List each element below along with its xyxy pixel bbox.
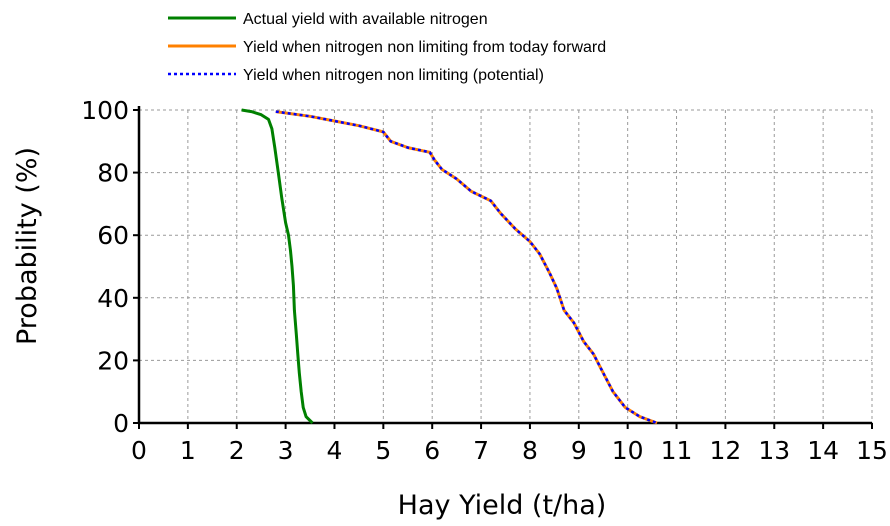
grid-lines	[139, 109, 873, 423]
x-tick-label-7: 7	[473, 436, 489, 465]
series-line-0	[241, 108, 314, 425]
x-tick-label-9: 9	[571, 436, 587, 465]
x-tick-label-14: 14	[807, 436, 839, 465]
x-tick-label-8: 8	[522, 436, 538, 465]
x-tick-label-0: 0	[131, 436, 147, 465]
x-tick-label-4: 4	[327, 436, 343, 465]
x-tick-label-3: 3	[278, 436, 294, 465]
series-line-1	[275, 110, 658, 425]
legend-label-0: Actual yield with available nitrogen	[243, 11, 488, 28]
x-tick-label-2: 2	[229, 436, 245, 465]
x-tick-label-11: 11	[661, 436, 693, 465]
y-tick-labels: 0 20 40 60 80 100	[81, 96, 129, 438]
x-tick-label-10: 10	[612, 436, 644, 465]
x-tick-label-1: 1	[180, 436, 196, 465]
axes	[133, 106, 873, 429]
x-tick-label-12: 12	[709, 436, 741, 465]
x-tick-label-15: 15	[856, 436, 888, 465]
x-tick-label-13: 13	[758, 436, 790, 465]
y-axis-title: Probability (%)	[12, 147, 43, 345]
legend-label-1: Yield when nitrogen non limiting from to…	[243, 39, 606, 56]
y-tick-label-0: 0	[113, 409, 129, 438]
series-line-2	[275, 110, 658, 425]
x-tick-label-6: 6	[424, 436, 440, 465]
x-axis-title: Hay Yield (t/ha)	[398, 490, 607, 521]
legend: Actual yield with available nitrogen Yiel…	[168, 11, 606, 84]
y-tick-label-1: 20	[97, 346, 129, 375]
y-tick-label-4: 80	[97, 159, 129, 188]
x-tick-label-5: 5	[375, 436, 391, 465]
y-tick-label-5: 100	[81, 96, 129, 125]
series-lines	[241, 108, 658, 425]
legend-label-2: Yield when nitrogen non limiting (potent…	[243, 67, 544, 84]
y-tick-label-3: 60	[97, 221, 129, 250]
y-tick-label-2: 40	[97, 284, 129, 313]
x-tick-labels: 0 1 2 3 4 5 6 7 8 9 10 11 12 13 14 15	[131, 436, 888, 465]
